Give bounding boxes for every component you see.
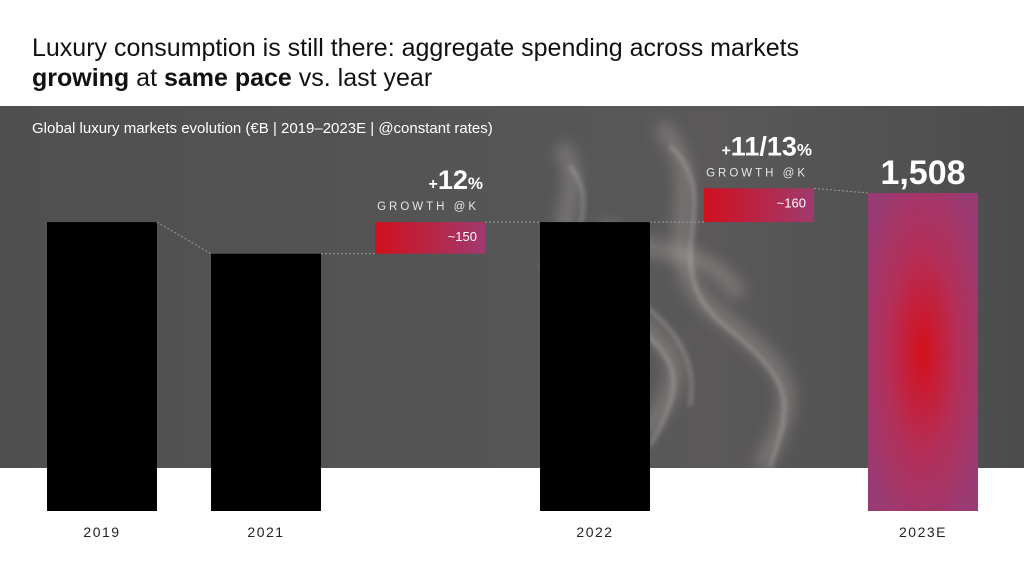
bar-2021 bbox=[211, 253, 321, 511]
growth-percentage-label: +12% bbox=[428, 165, 483, 195]
bar-2023E bbox=[868, 193, 978, 511]
bar-2022 bbox=[540, 222, 650, 511]
x-tick-label: 2019 bbox=[83, 524, 120, 540]
x-tick-label: 2022 bbox=[576, 524, 613, 540]
x-tick-label: 2023E bbox=[899, 524, 947, 540]
title-line-1: Luxury consumption is still there: aggre… bbox=[32, 34, 800, 62]
increment-value-label: ~160 bbox=[777, 195, 806, 210]
growth-percentage-label: +11/13% bbox=[721, 131, 812, 161]
title-bold-same-pace: same pace bbox=[163, 64, 292, 92]
title-text-vs: vs. last year bbox=[291, 64, 433, 92]
increment-bar bbox=[704, 188, 814, 223]
bar-2019 bbox=[47, 222, 157, 511]
title-bold-growing: growing bbox=[32, 64, 130, 92]
increment-value-label: ~150 bbox=[448, 229, 477, 244]
increment-bar bbox=[375, 222, 485, 254]
x-tick-label: 2021 bbox=[247, 524, 284, 540]
growth-caption: GROWTH @K bbox=[706, 167, 808, 179]
total-value-label: 1,508 bbox=[880, 154, 965, 192]
title-text-at: at bbox=[129, 64, 164, 92]
chart-subtitle: Global luxury markets evolution (€B | 20… bbox=[32, 120, 493, 137]
growth-caption: GROWTH @K bbox=[377, 201, 479, 213]
connector-line bbox=[813, 187, 869, 194]
slide-title: Luxury consumption is still there: aggre… bbox=[32, 33, 992, 93]
connector-line bbox=[156, 221, 212, 255]
